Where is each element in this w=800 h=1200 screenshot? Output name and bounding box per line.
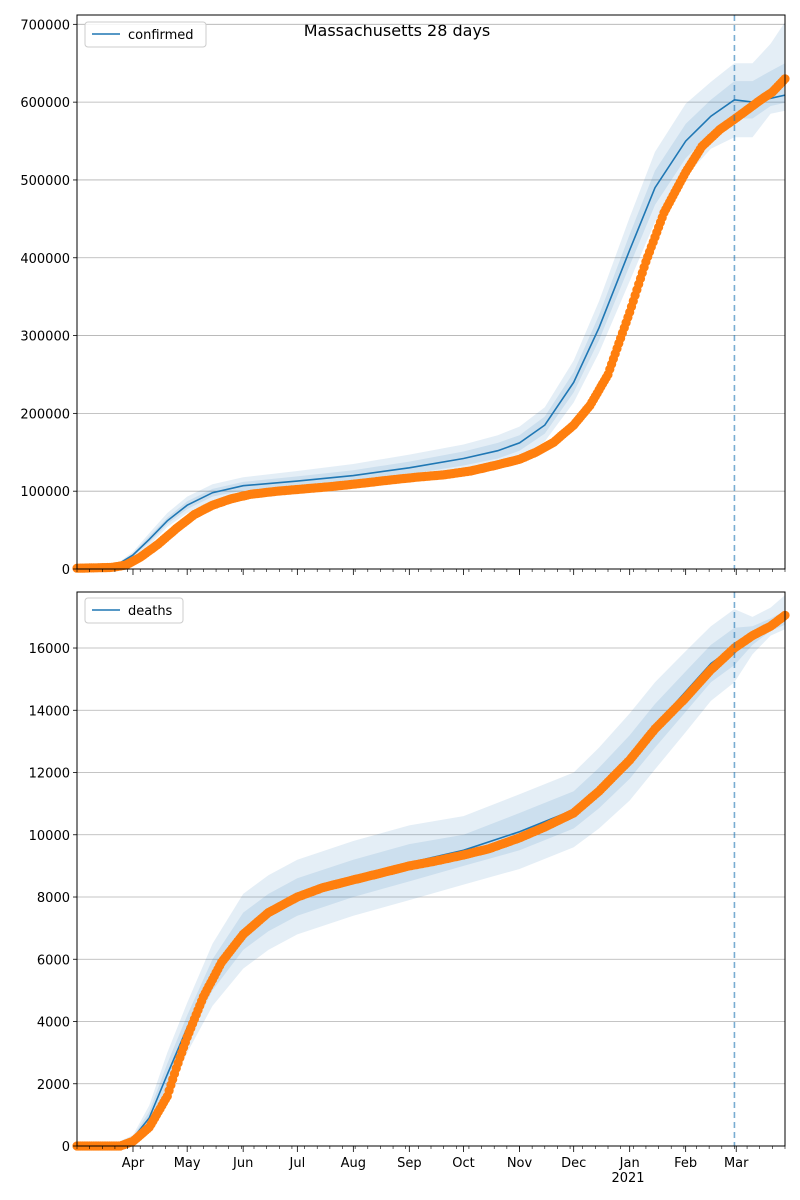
deaths-y-tick-label: 14000 (29, 704, 70, 719)
deaths-y-tick-label: 8000 (37, 891, 70, 906)
confirmed-observed-series (72, 74, 790, 573)
confirmed-y-tick-label: 100000 (20, 485, 70, 500)
x-tick-label: Jan (619, 1156, 640, 1171)
deaths-legend-label: deaths (128, 604, 173, 619)
confirmed-legend-label: confirmed (128, 28, 194, 43)
confirmed-legend: confirmed (84, 21, 207, 48)
deaths-y-tick-label: 2000 (37, 1078, 70, 1093)
x-tick-label: Apr (122, 1156, 145, 1171)
x-tick-label: Aug (341, 1156, 366, 1171)
x-tick-label: Feb (674, 1156, 697, 1171)
confirmed-y-tick-label: 200000 (20, 407, 70, 422)
confirmed-model-line (76, 94, 786, 569)
deaths-legend: deaths (84, 597, 184, 624)
confirmed-y-tick-label: 600000 (20, 96, 70, 111)
deaths-y-tick-label: 0 (62, 1140, 70, 1155)
confirmed-axes: 0 100000 200000 300000 400000 500000 600000 700… (20, 14, 786, 578)
x-tick-label: Dec (561, 1156, 586, 1171)
x-year-label: 2021 (611, 1171, 644, 1186)
deaths-observed-series (72, 610, 790, 1151)
deaths-band-0 (77, 610, 785, 1146)
confirmed-band-1 (77, 22, 785, 568)
deaths-y-tick-label: 4000 (37, 1016, 70, 1031)
deaths-band-1 (77, 595, 785, 1146)
confirmed-y-tick-label: 400000 (20, 252, 70, 267)
x-tick-label: Nov (507, 1156, 533, 1171)
deaths-y-tick-label: 6000 (37, 953, 70, 968)
deaths-legend-box (84, 597, 184, 624)
confirmed-y-tick-label: 0 (62, 563, 70, 578)
x-tick-label: Jun (232, 1156, 253, 1171)
confirmed-legend-box (84, 21, 207, 48)
deaths-y-tick-label: 12000 (29, 767, 70, 782)
confirmed-y-tick-label: 500000 (20, 174, 70, 189)
figure-title: Massachusetts 28 days (304, 21, 491, 40)
confirmed-y-tick-label: 700000 (20, 18, 70, 33)
deaths-axes: 0 2000 4000 6000 8000 10000 12000 14000 16000 Apr… (29, 591, 786, 1171)
deaths-y-tick-label: 16000 (29, 642, 70, 657)
confirmed-y-tick-label: 300000 (20, 330, 70, 345)
x-tick-label: Oct (452, 1156, 474, 1171)
deaths-uncertainty-bands (77, 595, 785, 1146)
x-tick-label: May (174, 1156, 201, 1171)
deaths-panel: 0 2000 4000 6000 8000 10000 12000 14000 16000 Apr… (29, 591, 790, 1171)
deaths-y-tick-label: 10000 (29, 829, 70, 844)
confirmed-panel: 0 100000 200000 300000 400000 500000 600000 700… (20, 14, 790, 578)
x-tick-label: Mar (724, 1156, 749, 1171)
confirmed-model-series (76, 94, 786, 569)
x-tick-label: Sep (397, 1156, 422, 1171)
x-tick-label: Jul (289, 1156, 306, 1171)
